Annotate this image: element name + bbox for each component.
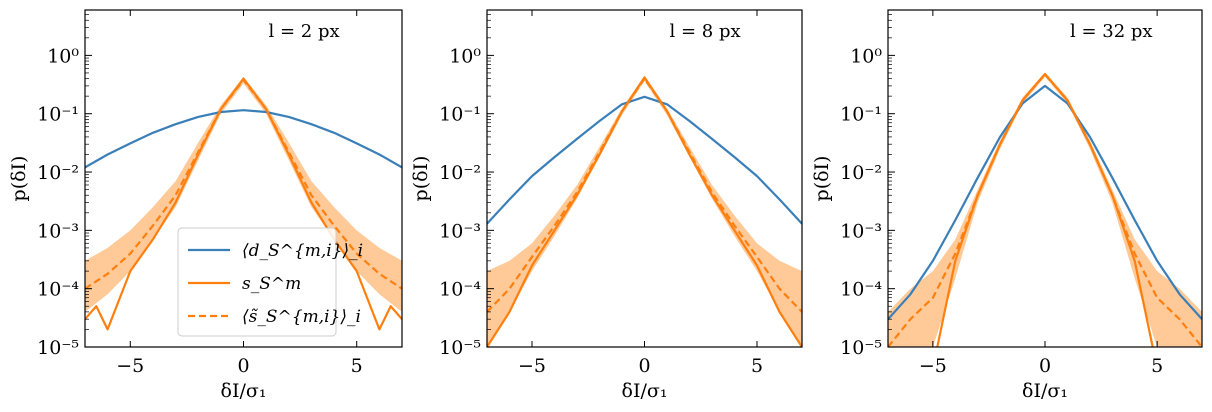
x-tick-label: 0 [237,355,249,377]
panel-1: −5 0 5 10⁻⁵ 10⁻⁴ 10⁻³ 10⁻² 10⁻¹ 10⁰ δI/σ₁ p(δI) l =… [8,9,403,402]
x-tick-label: 5 [751,355,763,377]
y-tick-label: 10⁻³ [37,220,79,242]
series-line-3 [85,78,402,290]
series-line-2 [487,76,802,347]
series-line-1 [888,84,1202,320]
x-tick-label: −5 [116,355,144,377]
y-tick-label: 10⁻⁴ [439,279,481,301]
legend-label: s_S^m [242,274,301,294]
y-tick-label: 10⁻¹ [840,104,882,126]
y-tick-label: 10⁻³ [439,220,481,242]
y-tick-label: 10⁻² [439,162,481,184]
y-tick-label: 10⁰ [47,45,79,67]
series-line-3 [487,77,802,313]
series-line-1 [487,95,802,225]
y-tick-label: 10⁻² [37,162,79,184]
plot-area [888,72,1202,347]
y-tick-label: 10⁻⁴ [37,279,79,301]
y-axis-label: p(δI) [410,156,432,202]
x-axis-label: δI/σ₁ [1022,380,1068,402]
panel-3: −5 0 5 10⁻⁵ 10⁻⁴ 10⁻³ 10⁻² 10⁻¹ 10⁰ δI/σ₁ p(δI) l =… [811,9,1203,402]
x-axis-label: δI/σ₁ [221,380,267,402]
series-line-1 [85,109,402,169]
legend: ⟨d_S^{m,i}⟩_i s_S^m ⟨s̃_S^{m,i}⟩_i [177,227,363,337]
x-tick-label: −5 [518,355,546,377]
y-tick-label: 10⁻¹ [37,104,79,126]
uncertainty-band [487,75,802,347]
y-tick-label: 10⁻³ [840,220,882,242]
x-axis-label: δI/σ₁ [622,380,668,402]
legend-label: ⟨d_S^{m,i}⟩_i [242,241,363,261]
panel-2: −5 0 5 10⁻⁵ 10⁻⁴ 10⁻³ 10⁻² 10⁻¹ 10⁰ δI/σ₁ p(δI) l =… [410,9,803,402]
y-tick-label: 10⁻⁵ [37,337,79,359]
y-tick-label: 10⁻⁵ [840,337,882,359]
x-tick-label: 0 [638,355,650,377]
axes-frame [486,9,803,348]
x-tick-label: 0 [1039,355,1051,377]
y-tick-label: 10⁻² [840,162,882,184]
panel-annotation: l = 32 px [1070,21,1153,42]
series-line-3 [888,73,1202,347]
uncertainty-band [888,72,1202,347]
x-tick-label: 5 [1151,355,1163,377]
plot-area [487,75,802,347]
y-axis-label: p(δI) [8,156,30,202]
y-tick-label: 10⁻¹ [439,104,481,126]
y-tick-label: 10⁻⁵ [439,337,481,359]
panel-annotation: l = 8 px [670,21,741,42]
series-line-2 [85,77,402,331]
legend-label: ⟨s̃_S^{m,i}⟩_i [242,307,361,327]
y-tick-label: 10⁰ [449,45,481,67]
y-axis-label: p(δI) [811,156,833,202]
panel-annotation: l = 2 px [269,21,340,42]
y-tick-label: 10⁻⁴ [840,279,882,301]
legend-box [177,227,337,337]
plot-area [85,76,402,331]
x-tick-label: −5 [919,355,947,377]
y-tick-label: 10⁰ [850,45,882,67]
x-tick-label: 5 [351,355,363,377]
